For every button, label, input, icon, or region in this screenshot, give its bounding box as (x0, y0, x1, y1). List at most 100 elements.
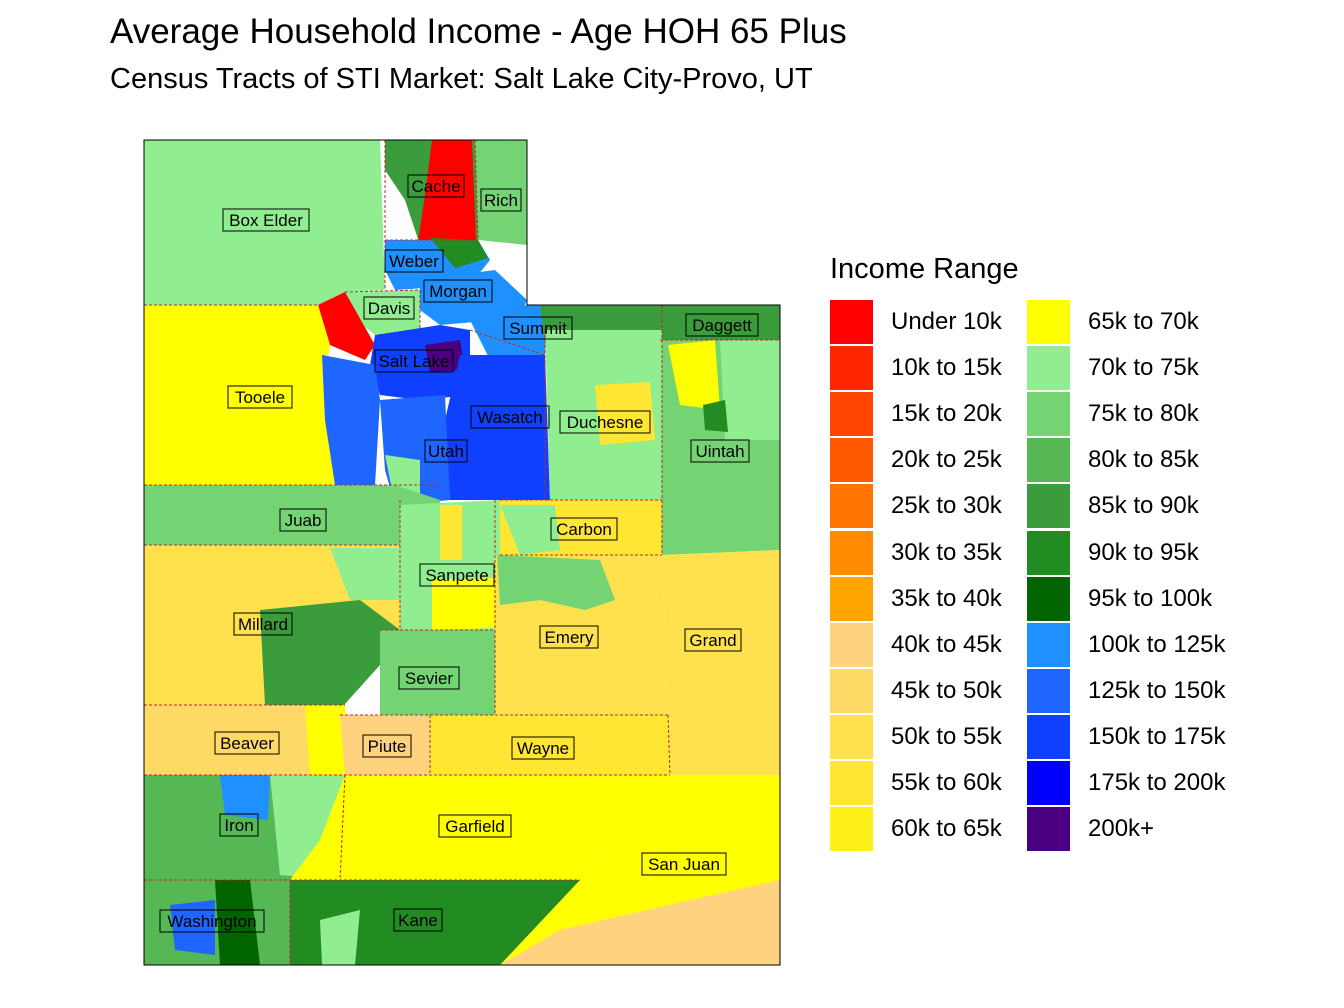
legend-swatch (1027, 714, 1070, 759)
legend-label: 70k to 75k (1088, 354, 1199, 382)
region-carbon-green (500, 505, 560, 555)
legend-swatch (1027, 392, 1070, 437)
legend-label: 35k to 40k (891, 584, 1002, 612)
region-uintah-yellow (668, 340, 720, 410)
legend-label: 30k to 35k (891, 538, 1002, 566)
label-tooele: Tooele (227, 385, 293, 409)
legend-swatch (830, 530, 873, 575)
legend-swatch (830, 346, 873, 391)
svg-text:Garfield: Garfield (445, 817, 505, 836)
svg-text:Iron: Iron (224, 816, 253, 835)
svg-text:Davis: Davis (368, 299, 411, 318)
svg-text:Wayne: Wayne (517, 739, 569, 758)
legend-label: 55k to 60k (891, 769, 1002, 796)
map-regions (144, 140, 780, 965)
region-kane (290, 880, 580, 965)
region-salt-lake-purple (425, 340, 465, 372)
legend-swatch (830, 622, 873, 667)
legend-item: 150k to 175k (1027, 714, 1247, 761)
label-wayne: Wayne (511, 736, 575, 760)
legend-swatch (830, 576, 873, 621)
map-subtitle: Census Tracts of STI Market: Salt Lake C… (110, 63, 813, 95)
region-weber-green (430, 238, 488, 268)
svg-text:Daggett: Daggett (692, 316, 752, 335)
legend-item: 20k to 25k (830, 438, 1050, 484)
label-davis: Davis (363, 296, 415, 320)
legend-label: 20k to 25k (891, 446, 1002, 474)
legend-label: 80k to 85k (1088, 446, 1199, 474)
label-san-juan: San Juan (641, 852, 727, 876)
label-emery: Emery (539, 625, 599, 649)
label-cache: Cache (407, 174, 465, 198)
legend-item: 25k to 30k (830, 484, 1050, 530)
region-millard-green (260, 600, 400, 705)
legend-item: 175k to 200k (1027, 761, 1247, 807)
region-sanpete-yellow2 (432, 578, 495, 630)
svg-text:Millard: Millard (238, 615, 288, 634)
legend-item: 35k to 40k (830, 576, 1050, 623)
region-wayne (430, 715, 670, 775)
region-cache-red (418, 140, 476, 242)
region-san-juan-tan (500, 880, 780, 965)
svg-text:Wasatch: Wasatch (477, 408, 543, 427)
svg-text:Kane: Kane (398, 911, 438, 930)
legend-item: 100k to 125k (1027, 622, 1247, 669)
region-red-tract (318, 292, 375, 360)
legend-label: 40k to 45k (891, 630, 1002, 658)
svg-text:Juab: Juab (285, 511, 322, 530)
legend-swatch (830, 392, 873, 437)
label-sevier: Sevier (398, 666, 460, 690)
legend-label: 95k to 100k (1088, 584, 1213, 612)
legend-swatch (1027, 761, 1070, 805)
legend-item: 75k to 80k (1027, 392, 1247, 438)
svg-text:Summit: Summit (509, 319, 567, 338)
region-washington-blue (170, 900, 215, 955)
legend-label: 200k+ (1088, 815, 1155, 843)
legend-item: 15k to 20k (830, 392, 1050, 438)
region-morgan (420, 270, 527, 325)
label-sanpete: Sanpete (419, 563, 495, 587)
label-grand: Grand (684, 628, 742, 652)
legend-item: 80k to 85k (1027, 438, 1247, 484)
region-kane-light (320, 910, 360, 965)
svg-text:Grand: Grand (689, 631, 736, 650)
svg-text:Carbon: Carbon (556, 520, 612, 539)
svg-text:Morgan: Morgan (429, 282, 487, 301)
legend-item: 60k to 65k (830, 807, 1050, 853)
legend-item: 30k to 35k (830, 530, 1050, 577)
region-juab (144, 485, 440, 545)
state-outline (143, 139, 781, 966)
label-garfield: Garfield (438, 814, 512, 838)
region-iron-blue (220, 775, 270, 820)
label-wasatch: Wasatch (470, 405, 550, 429)
svg-text:Rich: Rich (484, 191, 518, 210)
county-labels: Box Elder Cache Rich Weber Davis Morgan … (159, 174, 759, 933)
svg-text:Sevier: Sevier (405, 669, 454, 688)
region-emery-green (497, 555, 615, 610)
legend-label: 125k to 150k (1088, 676, 1226, 704)
region-beaver (144, 705, 345, 775)
label-kane: Kane (393, 908, 443, 932)
region-sanpete-yellow (440, 505, 462, 560)
region-garfield (290, 775, 670, 880)
legend-label: 175k to 200k (1088, 769, 1226, 796)
legend-label: 45k to 50k (891, 676, 1002, 704)
svg-text:Uintah: Uintah (695, 442, 744, 461)
legend-swatch (830, 761, 873, 805)
region-sevier (380, 630, 495, 715)
region-millard-lightgreen (330, 548, 400, 600)
label-beaver: Beaver (214, 731, 280, 755)
legend-swatch (830, 300, 873, 344)
legend-swatch (830, 484, 873, 529)
legend-item: 40k to 45k (830, 622, 1050, 669)
legend-swatch (830, 668, 873, 713)
region-tooele (144, 305, 335, 485)
legend-swatch (830, 714, 873, 759)
legend-item: 90k to 95k (1027, 530, 1247, 577)
legend-label: 75k to 80k (1088, 400, 1199, 428)
legend-swatch (1027, 484, 1070, 529)
label-summit: Summit (503, 316, 573, 340)
label-rich: Rich (480, 188, 522, 212)
label-piute: Piute (362, 734, 412, 758)
legend-label: 90k to 95k (1088, 538, 1199, 566)
